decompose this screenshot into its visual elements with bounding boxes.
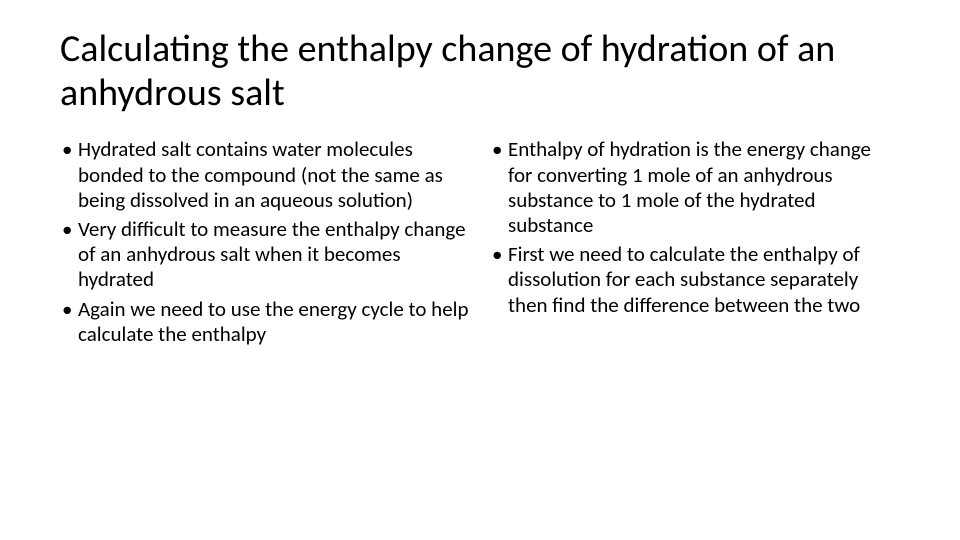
right-bullet-list: Enthalpy of hydration is the energy chan… xyxy=(490,137,900,317)
right-column: Enthalpy of hydration is the energy chan… xyxy=(490,137,900,351)
list-item: Again we need to use the energy cycle to… xyxy=(60,297,470,347)
content-columns: Hydrated salt contains water molecules b… xyxy=(60,137,900,351)
slide-container: Calculating the enthalpy change of hydra… xyxy=(0,0,960,540)
list-item: Enthalpy of hydration is the energy chan… xyxy=(490,137,900,238)
left-column: Hydrated salt contains water molecules b… xyxy=(60,137,470,351)
list-item: Very difficult to measure the enthalpy c… xyxy=(60,217,470,293)
list-item: Hydrated salt contains water molecules b… xyxy=(60,137,470,213)
left-bullet-list: Hydrated salt contains water molecules b… xyxy=(60,137,470,347)
list-item: First we need to calculate the enthalpy … xyxy=(490,242,900,318)
slide-title: Calculating the enthalpy change of hydra… xyxy=(60,28,900,115)
